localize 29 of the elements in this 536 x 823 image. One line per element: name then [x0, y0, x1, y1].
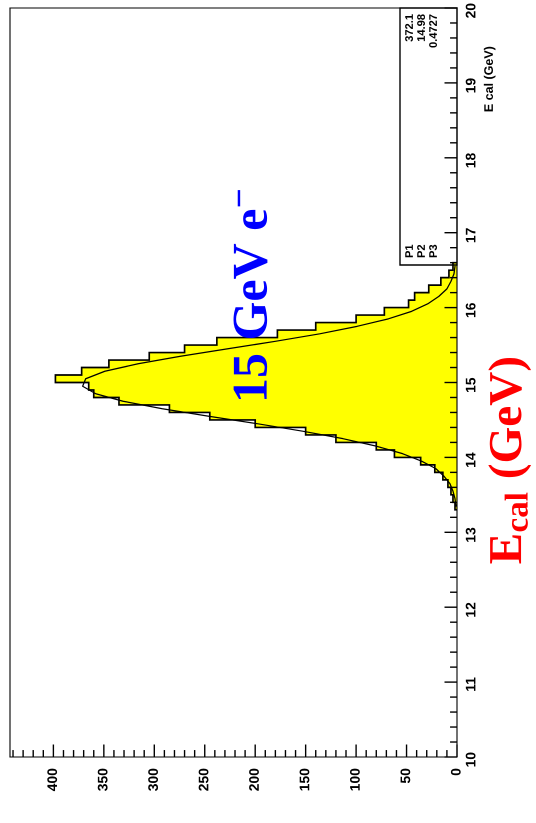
- y-tick-label: 15: [466, 378, 476, 392]
- y-tick-label: 13: [466, 528, 476, 542]
- text: E$_{cal}$ (GeV): [488, 358, 532, 564]
- x-tick-label: 250: [198, 768, 208, 791]
- x-tick-label: 300: [148, 768, 158, 791]
- y-tick-label: 18: [466, 153, 476, 168]
- y-tick-label: 11: [466, 677, 476, 691]
- y-axis-title: E cal (GeV): [484, 46, 496, 112]
- x-tick-label: 100: [350, 768, 360, 790]
- annotation: P3: [429, 244, 437, 258]
- x-tick-label: 150: [300, 768, 310, 790]
- x-tick-label: 200: [249, 768, 259, 791]
- annotation: P2: [417, 244, 425, 258]
- annotation: 0.4727: [429, 14, 437, 48]
- y-tick-label: 14: [466, 452, 476, 467]
- y-tick-label: 16: [466, 303, 476, 318]
- x-tick-label: 0: [450, 768, 461, 776]
- text: 15 GeV e$^{−}$: [234, 190, 268, 399]
- y-tick-label: 10: [466, 752, 476, 767]
- x-tick-label: 350: [98, 768, 108, 791]
- annotation: P1: [405, 244, 413, 258]
- annotation: 372.1: [405, 14, 413, 42]
- y-tick-label: 12: [466, 602, 476, 617]
- annotation: 14.98: [417, 14, 425, 42]
- y-tick-label: 17: [466, 228, 476, 242]
- y-tick-label: 20: [466, 4, 476, 18]
- x-tick-label: 50: [400, 768, 410, 784]
- x-tick-label: 400: [47, 768, 58, 792]
- y-tick-label: 19: [466, 78, 476, 92]
